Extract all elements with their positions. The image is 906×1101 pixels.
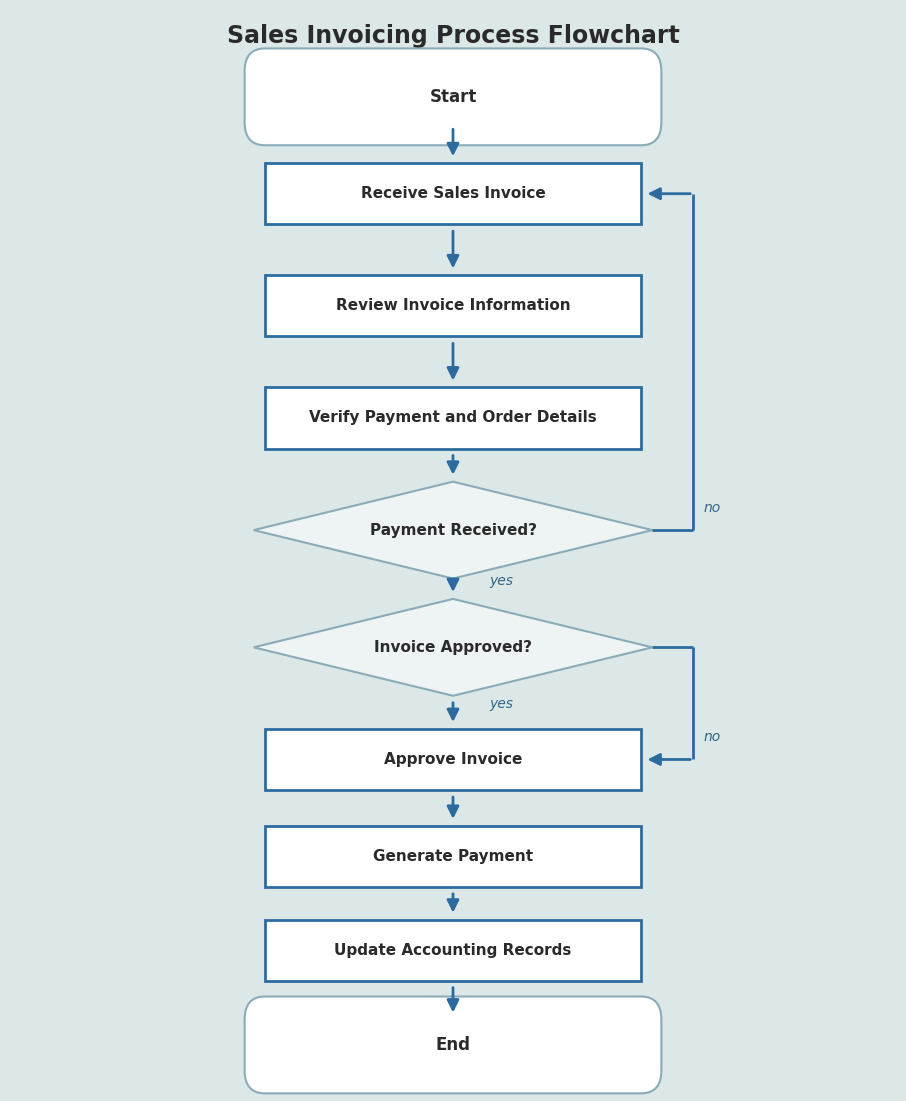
- Text: Generate Payment: Generate Payment: [373, 849, 533, 864]
- Text: End: End: [436, 1036, 470, 1054]
- Bar: [265, 919, 641, 981]
- Bar: [265, 729, 641, 791]
- Polygon shape: [254, 482, 652, 578]
- Text: yes: yes: [489, 574, 513, 588]
- Text: Invoice Approved?: Invoice Approved?: [374, 640, 532, 655]
- Bar: [265, 275, 641, 337]
- Text: Verify Payment and Order Details: Verify Payment and Order Details: [309, 411, 597, 425]
- FancyBboxPatch shape: [245, 48, 661, 145]
- Text: Payment Received?: Payment Received?: [370, 523, 536, 537]
- FancyBboxPatch shape: [245, 996, 661, 1093]
- Text: Receive Sales Invoice: Receive Sales Invoice: [361, 186, 545, 201]
- Text: Review Invoice Information: Review Invoice Information: [336, 298, 570, 314]
- Bar: [265, 163, 641, 225]
- Text: Sales Invoicing Process Flowchart: Sales Invoicing Process Flowchart: [226, 24, 680, 47]
- Text: Approve Invoice: Approve Invoice: [384, 752, 522, 767]
- Text: Update Accounting Records: Update Accounting Records: [334, 942, 572, 958]
- Polygon shape: [254, 599, 652, 696]
- Text: Start: Start: [429, 88, 477, 106]
- Text: no: no: [704, 730, 721, 744]
- Text: no: no: [704, 501, 721, 515]
- Bar: [265, 388, 641, 448]
- Text: yes: yes: [489, 697, 513, 711]
- Bar: [265, 826, 641, 887]
